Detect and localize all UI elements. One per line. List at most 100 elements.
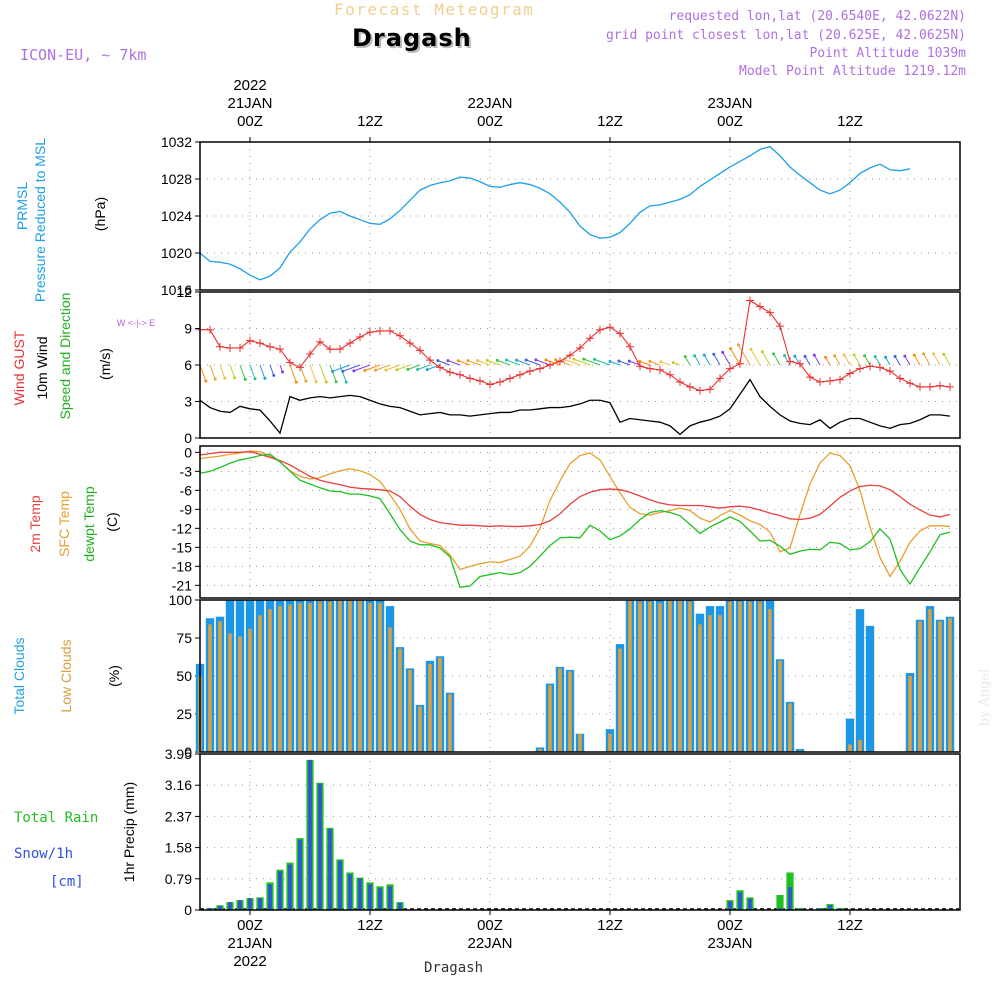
gust-marker bbox=[236, 343, 244, 352]
wind-arrow-head bbox=[425, 368, 429, 372]
model-altitude: Model Point Altitude 1219.12m bbox=[739, 64, 966, 79]
wind-arrow bbox=[289, 364, 297, 383]
wind-arrow-head bbox=[374, 368, 378, 372]
wind-arrow bbox=[239, 364, 246, 380]
wind-arrow bbox=[487, 359, 501, 366]
x-tick-label-bottom: 12Z bbox=[357, 917, 383, 934]
wind-arrow bbox=[407, 364, 421, 370]
low-cloud-bar bbox=[288, 604, 292, 752]
gust-marker bbox=[816, 378, 824, 387]
gust-marker bbox=[336, 345, 344, 354]
gust-marker bbox=[396, 331, 404, 340]
low-cloud-bar bbox=[728, 601, 732, 752]
wind-arrow-head bbox=[544, 358, 548, 362]
wind-arrow bbox=[506, 359, 521, 366]
y-tick-label: 12 bbox=[176, 284, 192, 300]
gust-marker bbox=[416, 346, 424, 355]
low-cloud-bar bbox=[558, 668, 562, 752]
snow-bar bbox=[818, 908, 822, 910]
wind-arrow-head bbox=[842, 353, 846, 357]
y-tick-label: 6 bbox=[184, 357, 192, 373]
snow-bar bbox=[738, 892, 742, 910]
wind-arrow bbox=[784, 355, 791, 366]
wind-arrow-head bbox=[515, 358, 519, 362]
gust-marker bbox=[906, 379, 914, 388]
wind-arrow bbox=[583, 358, 601, 366]
snow-bar bbox=[208, 908, 212, 910]
gust-marker bbox=[716, 374, 724, 383]
wind-arrow-head bbox=[352, 369, 356, 373]
gust-marker bbox=[696, 386, 704, 395]
wind-arrow-head bbox=[683, 355, 687, 359]
snow-unit-label: [cm] bbox=[50, 874, 84, 890]
wind-arrow bbox=[467, 360, 481, 366]
gust-marker bbox=[636, 362, 644, 371]
low-cloud-bar bbox=[628, 600, 632, 752]
low-cloud-bar bbox=[438, 657, 442, 752]
wind-arrow bbox=[573, 358, 591, 366]
wind-arrow-head bbox=[671, 361, 675, 365]
y-tick-label: 50 bbox=[176, 668, 192, 684]
wind-arrow-head bbox=[803, 354, 807, 358]
low-cloud-bar bbox=[648, 601, 652, 752]
gust-marker bbox=[476, 376, 484, 385]
gust-marker bbox=[496, 378, 504, 387]
wind-arrow-head bbox=[729, 347, 733, 351]
low-cloud-bar bbox=[348, 600, 352, 752]
gust-marker bbox=[736, 359, 744, 368]
y-tick-label: 1016 bbox=[161, 282, 192, 298]
low-cloud-bar bbox=[238, 636, 242, 752]
wind-arrow bbox=[750, 348, 761, 366]
wind-arrow bbox=[904, 355, 911, 366]
wind-arrow-head bbox=[912, 353, 916, 357]
gust-marker bbox=[446, 368, 454, 377]
wind-arrow-head bbox=[702, 353, 706, 357]
wind-arrow bbox=[813, 354, 821, 366]
wind-arrow bbox=[269, 364, 275, 376]
wind-arrow bbox=[497, 359, 511, 366]
wind-arrow-head bbox=[893, 354, 897, 358]
gust-marker bbox=[806, 373, 814, 382]
y-tick-label: 1024 bbox=[161, 208, 192, 224]
gust-marker bbox=[356, 333, 364, 342]
snow-bar bbox=[238, 900, 242, 910]
wind-arrow bbox=[594, 358, 611, 366]
gust-marker bbox=[426, 356, 434, 365]
wind-arrow bbox=[458, 360, 471, 366]
wind-arrow-head bbox=[782, 353, 786, 357]
wind-arrow bbox=[804, 356, 811, 366]
wind-arrow bbox=[555, 359, 571, 366]
low-cloud-bar bbox=[418, 706, 422, 752]
gust-marker bbox=[436, 363, 444, 372]
x-tick-label-top: 00Z bbox=[237, 113, 263, 130]
y-tick-label: 3.95 bbox=[165, 746, 192, 762]
y-tick-label: -15 bbox=[172, 539, 192, 555]
wind-arrow-head bbox=[495, 358, 499, 362]
wind-arrow-head bbox=[505, 358, 509, 362]
rain-label: Total Rain bbox=[14, 810, 99, 826]
gust-marker bbox=[646, 364, 654, 373]
wind-arrow-head bbox=[873, 355, 877, 359]
low-cloud-bar bbox=[618, 648, 622, 752]
low-cloud-bar bbox=[698, 624, 702, 752]
gust-marker bbox=[506, 374, 514, 383]
snow-bar bbox=[358, 878, 362, 910]
wind-arrow-head bbox=[416, 368, 420, 372]
low-cloud-bar bbox=[918, 621, 922, 752]
gust-marker bbox=[386, 326, 394, 335]
gust-marker bbox=[606, 323, 614, 332]
gust-marker bbox=[516, 370, 524, 379]
y-tick-label: -21 bbox=[172, 577, 192, 593]
gust-marker bbox=[346, 339, 354, 348]
wind-arrow bbox=[375, 364, 391, 371]
wind-arrow-head bbox=[524, 358, 528, 362]
x-tick-label-top: 12Z bbox=[597, 113, 623, 130]
wind-arrow bbox=[853, 354, 861, 366]
y-tick-label: 1028 bbox=[161, 171, 192, 187]
t2m-line bbox=[199, 451, 951, 528]
wind-arrow-head bbox=[456, 359, 460, 363]
y-tick-label: 1.58 bbox=[165, 840, 192, 856]
gust-marker bbox=[676, 378, 684, 387]
low-cloud-bar bbox=[328, 601, 332, 752]
